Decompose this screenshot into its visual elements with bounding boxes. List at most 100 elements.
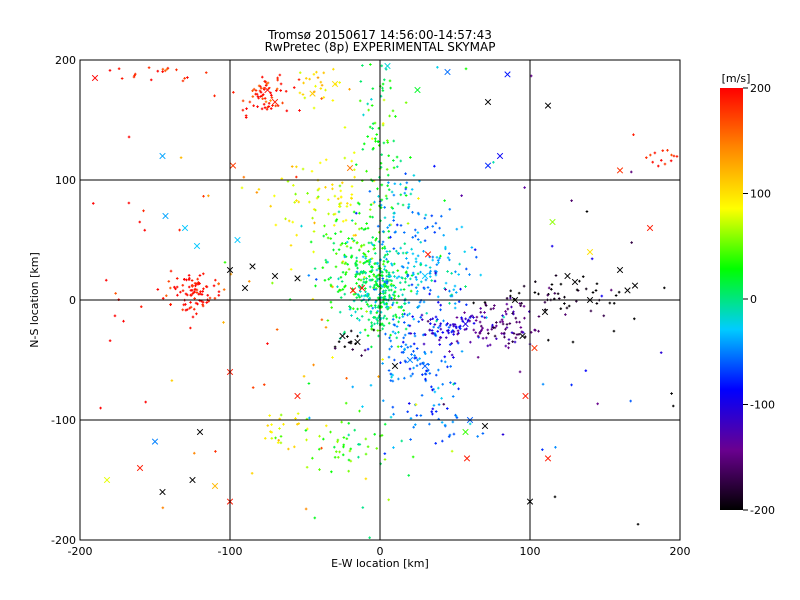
- data-point: [433, 279, 437, 283]
- data-point: [451, 395, 455, 398]
- cross-marker: [541, 308, 549, 316]
- data-point: [358, 260, 362, 264]
- data-point: [397, 320, 400, 324]
- data-point: [418, 362, 422, 366]
- data-point: [298, 71, 302, 75]
- data-point: [371, 278, 374, 282]
- data-point: [214, 278, 217, 282]
- data-point: [433, 231, 437, 234]
- data-point: [308, 77, 311, 81]
- data-point: [457, 325, 461, 329]
- data-point: [274, 104, 277, 108]
- data-point: [409, 417, 413, 420]
- data-point: [430, 214, 434, 218]
- data-point: [397, 377, 400, 381]
- data-point: [486, 344, 490, 348]
- data-point: [139, 305, 143, 308]
- data-point: [322, 234, 326, 238]
- data-point: [397, 305, 401, 309]
- data-point: [287, 447, 290, 451]
- data-point: [398, 281, 402, 285]
- data-point: [390, 190, 394, 194]
- data-point: [508, 322, 512, 325]
- data-point: [333, 194, 337, 198]
- data-point: [504, 344, 508, 348]
- data-point: [169, 286, 172, 290]
- data-point: [479, 324, 483, 328]
- data-point: [435, 255, 439, 259]
- data-point: [333, 455, 337, 459]
- data-point: [252, 104, 255, 108]
- data-point: [465, 303, 468, 307]
- data-point: [420, 280, 423, 284]
- data-point: [120, 77, 124, 80]
- data-point: [222, 288, 226, 291]
- data-point: [439, 254, 442, 258]
- data-point: [507, 346, 510, 350]
- data-point: [324, 424, 328, 428]
- data-point: [383, 247, 387, 250]
- data-point: [248, 100, 252, 104]
- data-point: [387, 181, 390, 184]
- data-point: [356, 266, 359, 270]
- cross-marker: [349, 287, 357, 294]
- data-point: [423, 239, 427, 243]
- x-tick-label: 100: [520, 545, 541, 558]
- data-point: [194, 284, 197, 288]
- data-point: [434, 442, 438, 445]
- data-point: [355, 282, 358, 285]
- data-point: [386, 260, 390, 263]
- data-point: [312, 73, 316, 76]
- data-point: [424, 264, 428, 267]
- data-point: [122, 319, 125, 323]
- data-point: [273, 194, 276, 198]
- data-point: [468, 273, 471, 276]
- data-point: [356, 307, 359, 311]
- data-point: [541, 448, 544, 451]
- data-point: [584, 287, 588, 291]
- data-point: [612, 301, 616, 305]
- data-point: [411, 236, 415, 239]
- data-point: [661, 149, 665, 152]
- data-point: [339, 243, 343, 247]
- data-point: [346, 202, 349, 205]
- data-point: [371, 127, 374, 130]
- data-point: [389, 415, 393, 419]
- data-point: [386, 226, 389, 229]
- data-point: [428, 266, 432, 269]
- data-point: [453, 306, 457, 310]
- data-point: [213, 94, 216, 98]
- cross-marker: [421, 362, 429, 370]
- data-point: [262, 86, 266, 90]
- data-point: [370, 345, 373, 349]
- data-point: [175, 68, 178, 72]
- data-point: [361, 64, 364, 67]
- data-point: [354, 233, 357, 237]
- data-point: [500, 332, 503, 335]
- data-point: [370, 98, 373, 101]
- data-point: [251, 89, 254, 93]
- data-point: [357, 294, 360, 297]
- data-point: [433, 164, 436, 168]
- data-point: [202, 272, 205, 276]
- data-point: [370, 327, 373, 331]
- data-point: [331, 187, 334, 191]
- data-point: [534, 280, 537, 283]
- data-point: [414, 423, 417, 426]
- data-point: [405, 257, 408, 260]
- data-point: [507, 338, 511, 341]
- data-point: [185, 308, 189, 311]
- data-point: [114, 292, 117, 295]
- data-point: [377, 334, 380, 338]
- x-tick-label: 200: [670, 545, 691, 558]
- data-point: [492, 161, 495, 164]
- x-axis-ticks: -200 -100 0 100 200: [68, 545, 691, 558]
- data-point: [364, 287, 367, 290]
- data-point: [376, 309, 380, 313]
- cross-marker: [103, 476, 111, 484]
- data-point: [362, 270, 365, 273]
- data-point: [304, 507, 308, 511]
- cross-marker: [631, 282, 639, 289]
- data-point: [365, 260, 369, 263]
- data-point: [376, 224, 380, 228]
